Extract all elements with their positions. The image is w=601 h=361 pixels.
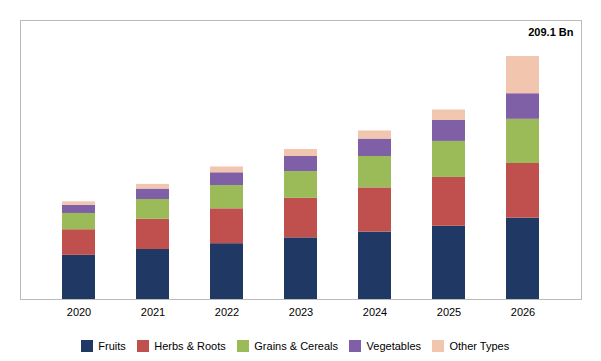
svg-text:2023: 2023 (289, 306, 313, 318)
svg-text:2025: 2025 (437, 306, 461, 318)
svg-text:2021: 2021 (141, 306, 165, 318)
svg-text:2020: 2020 (67, 306, 91, 318)
html-text:Fruits: Fruits (98, 339, 126, 352)
svg-text:2024: 2024 (363, 306, 387, 318)
svg-text:2026: 2026 (511, 306, 535, 318)
html-text:Grains & Cereals: Grains & Cereals (254, 339, 339, 352)
svg-text:2022: 2022 (215, 306, 239, 318)
html-text:Other Types: Other Types (449, 339, 510, 352)
html-text:Herbs & Roots: Herbs & Roots (154, 339, 226, 352)
html-text:Vegetables: Vegetables (366, 339, 421, 352)
svg-text:209.1 Bn: 209.1 Bn (528, 26, 574, 38)
